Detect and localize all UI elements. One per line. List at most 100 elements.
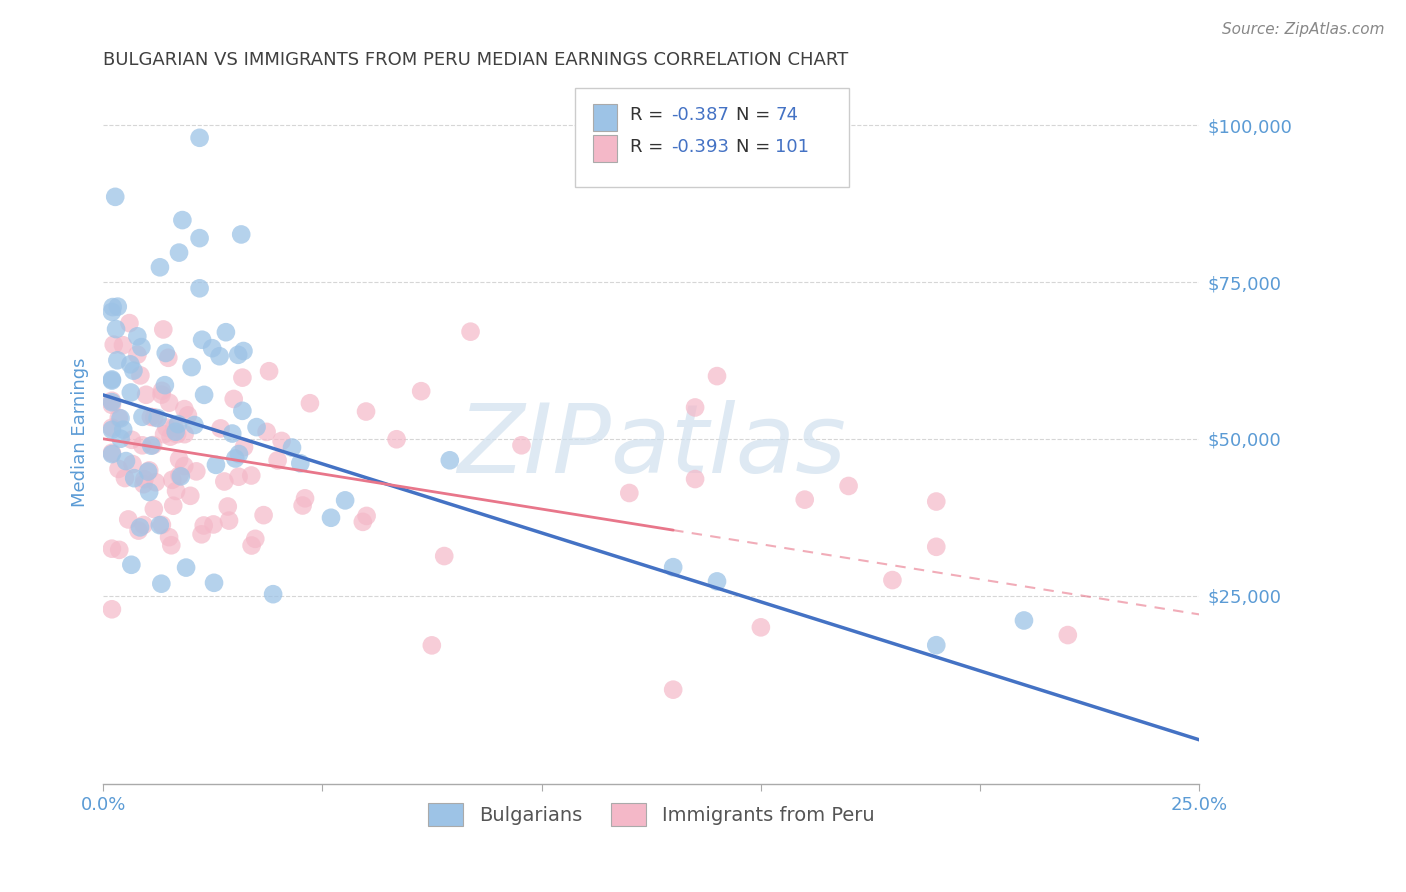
Immigrants from Peru <box>270 434 292 448</box>
Immigrants from Peru <box>245 532 267 546</box>
Bulgarians <box>193 388 215 402</box>
Immigrants from Peru <box>121 457 143 471</box>
Immigrants from Peru <box>142 502 165 516</box>
Bulgarians <box>105 353 128 368</box>
Bulgarians <box>129 520 152 534</box>
Immigrants from Peru <box>150 384 173 398</box>
Immigrants from Peru <box>228 469 250 483</box>
Bulgarians <box>101 423 124 437</box>
Bulgarians <box>215 325 238 339</box>
Immigrants from Peru <box>150 387 173 401</box>
Immigrants from Peru <box>882 573 904 587</box>
Bulgarians <box>104 190 127 204</box>
Immigrants from Peru <box>291 499 314 513</box>
Y-axis label: Median Earnings: Median Earnings <box>72 358 89 508</box>
Immigrants from Peru <box>209 421 232 435</box>
Immigrants from Peru <box>179 489 201 503</box>
Immigrants from Peru <box>150 517 173 532</box>
Bulgarians <box>146 411 169 425</box>
Bulgarians <box>110 411 132 425</box>
Immigrants from Peru <box>420 638 443 652</box>
Immigrants from Peru <box>352 515 374 529</box>
Immigrants from Peru <box>159 430 181 444</box>
Bulgarians <box>165 425 187 439</box>
Immigrants from Peru <box>173 427 195 442</box>
Bulgarians <box>115 454 138 468</box>
Immigrants from Peru <box>153 427 176 442</box>
Immigrants from Peru <box>128 524 150 538</box>
Immigrants from Peru <box>108 542 131 557</box>
Bulgarians <box>174 560 197 574</box>
Immigrants from Peru <box>143 410 166 425</box>
Bulgarians <box>180 360 202 375</box>
Bulgarians <box>155 346 177 360</box>
Bulgarians <box>221 426 243 441</box>
Bulgarians <box>101 305 124 319</box>
Immigrants from Peru <box>186 464 208 478</box>
Immigrants from Peru <box>129 368 152 383</box>
Immigrants from Peru <box>460 325 482 339</box>
Bulgarians <box>105 322 128 336</box>
Bulgarians <box>191 333 214 347</box>
Bulgarians <box>188 231 211 245</box>
Immigrants from Peru <box>177 409 200 423</box>
Bulgarians <box>131 340 153 354</box>
Immigrants from Peru <box>411 384 433 399</box>
Text: BULGARIAN VS IMMIGRANTS FROM PERU MEDIAN EARNINGS CORRELATION CHART: BULGARIAN VS IMMIGRANTS FROM PERU MEDIAN… <box>103 51 848 69</box>
Bulgarians <box>202 575 225 590</box>
Bulgarians <box>231 404 253 418</box>
Bulgarians <box>706 574 728 589</box>
Bulgarians <box>188 281 211 295</box>
Immigrants from Peru <box>217 500 239 514</box>
Immigrants from Peru <box>167 452 190 467</box>
Immigrants from Peru <box>139 409 162 424</box>
Bulgarians <box>122 471 145 485</box>
Immigrants from Peru <box>683 401 706 415</box>
Text: 74: 74 <box>775 106 799 124</box>
Bulgarians <box>290 456 312 470</box>
Bulgarians <box>153 378 176 392</box>
Text: Source: ZipAtlas.com: Source: ZipAtlas.com <box>1222 22 1385 37</box>
Bulgarians <box>110 432 132 446</box>
Immigrants from Peru <box>107 462 129 476</box>
Immigrants from Peru <box>163 420 186 434</box>
Bulgarians <box>138 485 160 500</box>
Bulgarians <box>141 439 163 453</box>
Immigrants from Peru <box>662 682 685 697</box>
Immigrants from Peru <box>103 337 125 351</box>
Immigrants from Peru <box>925 540 948 554</box>
Bulgarians <box>201 341 224 355</box>
Text: N =: N = <box>735 106 776 124</box>
Bulgarians <box>120 357 142 371</box>
Bulgarians <box>170 469 193 483</box>
Bulgarians <box>188 130 211 145</box>
Bulgarians <box>226 348 249 362</box>
Immigrants from Peru <box>101 541 124 556</box>
Bulgarians <box>136 465 159 479</box>
Text: 101: 101 <box>775 137 808 156</box>
Immigrants from Peru <box>169 468 191 483</box>
Bulgarians <box>183 417 205 432</box>
Bulgarians <box>101 300 124 314</box>
Text: ZIPatlas: ZIPatlas <box>457 401 845 493</box>
Bulgarians <box>112 423 135 437</box>
Immigrants from Peru <box>385 432 408 446</box>
Bulgarians <box>245 420 267 434</box>
Immigrants from Peru <box>101 446 124 460</box>
Bulgarians <box>662 560 685 574</box>
Immigrants from Peru <box>256 425 278 439</box>
Immigrants from Peru <box>838 479 860 493</box>
Immigrants from Peru <box>142 438 165 452</box>
Immigrants from Peru <box>240 539 263 553</box>
Immigrants from Peru <box>162 499 184 513</box>
Immigrants from Peru <box>121 433 143 447</box>
Immigrants from Peru <box>111 338 134 352</box>
Immigrants from Peru <box>294 491 316 506</box>
Immigrants from Peru <box>101 393 124 408</box>
Text: R =: R = <box>630 106 669 124</box>
Bulgarians <box>101 447 124 461</box>
Immigrants from Peru <box>433 549 456 563</box>
Bulgarians <box>101 372 124 386</box>
Immigrants from Peru <box>114 471 136 485</box>
Bulgarians <box>101 374 124 388</box>
